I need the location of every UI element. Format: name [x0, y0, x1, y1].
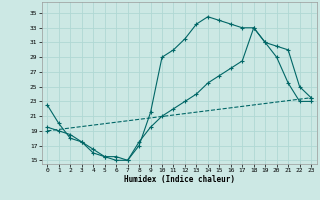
X-axis label: Humidex (Indice chaleur): Humidex (Indice chaleur) [124, 175, 235, 184]
